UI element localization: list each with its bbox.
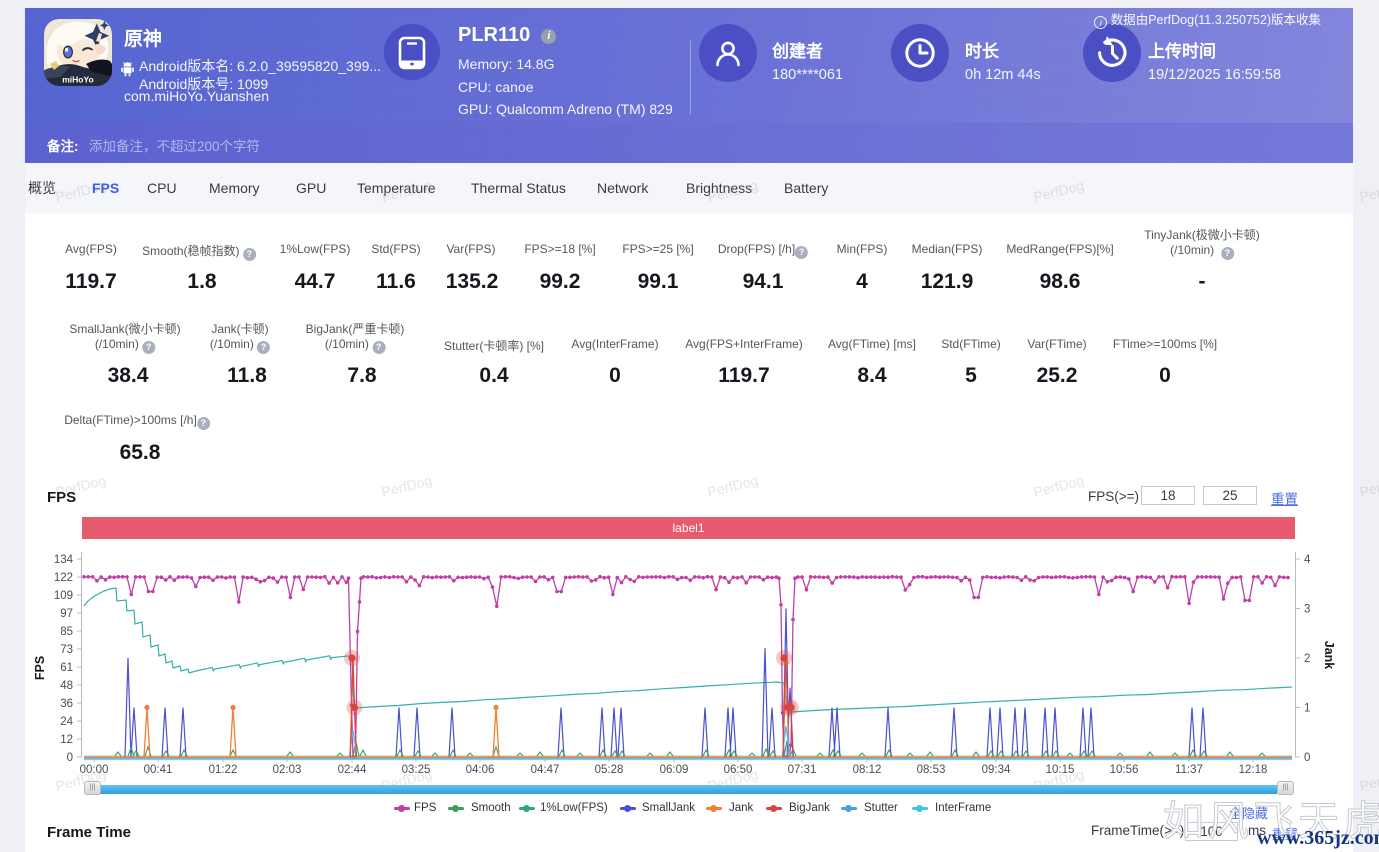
- svg-text:85: 85: [60, 626, 73, 638]
- svg-text:00:00: 00:00: [80, 764, 109, 776]
- svg-text:12:18: 12:18: [1239, 764, 1268, 776]
- svg-text:73: 73: [60, 644, 73, 656]
- svg-text:08:53: 08:53: [917, 764, 946, 776]
- svg-text:3: 3: [1304, 604, 1310, 616]
- svg-text:miHoYo: miHoYo: [62, 75, 93, 85]
- svg-text:0: 0: [1304, 752, 1310, 764]
- svg-text:04:06: 04:06: [466, 764, 495, 776]
- svg-text:FPS: FPS: [33, 656, 47, 680]
- svg-text:1: 1: [1304, 703, 1310, 715]
- svg-text:07:31: 07:31: [788, 764, 817, 776]
- svg-text:05:28: 05:28: [595, 764, 624, 776]
- svg-text:109: 109: [54, 590, 73, 602]
- svg-text:00:41: 00:41: [144, 764, 173, 776]
- svg-text:10:56: 10:56: [1110, 764, 1139, 776]
- svg-text:2: 2: [1304, 653, 1310, 665]
- svg-text:01:22: 01:22: [209, 764, 238, 776]
- svg-text:09:34: 09:34: [982, 764, 1011, 776]
- svg-text:36: 36: [60, 698, 73, 710]
- svg-text:0: 0: [67, 752, 73, 764]
- svg-text:11:37: 11:37: [1175, 764, 1203, 776]
- svg-text:02:44: 02:44: [338, 764, 367, 776]
- svg-text:122: 122: [54, 572, 73, 584]
- svg-text:134: 134: [54, 554, 74, 566]
- svg-text:06:50: 06:50: [724, 764, 753, 776]
- svg-text:24: 24: [60, 716, 73, 728]
- svg-text:61: 61: [60, 662, 73, 674]
- svg-text:10:15: 10:15: [1046, 764, 1075, 776]
- svg-text:97: 97: [60, 608, 73, 620]
- svg-text:03:25: 03:25: [402, 764, 431, 776]
- svg-text:04:47: 04:47: [531, 764, 560, 776]
- svg-text:12: 12: [60, 734, 73, 746]
- svg-text:08:12: 08:12: [853, 764, 882, 776]
- svg-text:02:03: 02:03: [273, 764, 302, 776]
- svg-text:06:09: 06:09: [660, 764, 689, 776]
- svg-text:48: 48: [60, 680, 73, 692]
- svg-text:4: 4: [1304, 554, 1311, 566]
- svg-text:Jank: Jank: [1322, 641, 1336, 670]
